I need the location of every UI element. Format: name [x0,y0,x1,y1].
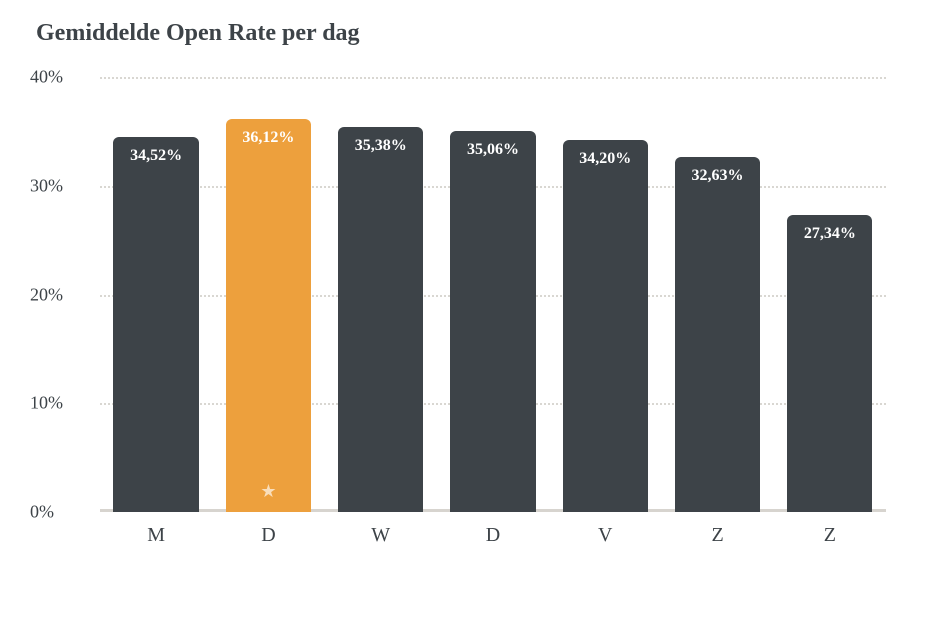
y-axis: 40% 30% 20% 10% 0% [30,77,90,512]
x-axis-label: Z [661,512,773,552]
bar-highlight: 36,12% ★ [226,119,311,512]
bar-value-label: 32,63% [692,167,744,185]
x-axis-label: Z [774,512,886,552]
bar-value-label: 34,20% [579,150,631,168]
bar-slot: 27,34% [774,77,886,512]
chart-title: Gemiddelde Open Rate per dag [36,20,896,47]
y-tick: 0% [30,502,80,523]
x-axis-label: W [325,512,437,552]
y-tick: 30% [30,175,80,196]
x-axis-label: V [549,512,661,552]
bar: 32,63% [675,157,760,512]
bar: 34,20% [563,140,648,512]
bar: 35,06% [450,131,535,512]
x-axis-label: D [212,512,324,552]
x-axis-label: D [437,512,549,552]
bar: 34,52% [113,137,198,512]
bar-value-label: 34,52% [130,147,182,165]
open-rate-chart: Gemiddelde Open Rate per dag 40% 30% 20%… [0,0,926,620]
y-tick: 20% [30,284,80,305]
bar: 35,38% [338,127,423,512]
bar-slot: 35,38% [325,77,437,512]
x-axis-label: M [100,512,212,552]
bar-slot: 34,52% [100,77,212,512]
bars-group: 34,52% 36,12% ★ 35,38% 35,06% 34,20% 32,63% 27,… [100,77,886,512]
star-icon: ★ [260,481,276,502]
bar-value-label: 36,12% [242,129,294,147]
y-tick: 40% [30,67,80,88]
y-tick: 10% [30,393,80,414]
bar-slot: 36,12% ★ [212,77,324,512]
bar-value-label: 27,34% [804,225,856,243]
bar-slot: 32,63% [661,77,773,512]
bar-slot: 34,20% [549,77,661,512]
plot-area: 40% 30% 20% 10% 0% 34,52% 36,12% ★ 35,38% 35… [30,77,896,552]
bar-value-label: 35,38% [355,137,407,155]
bar-slot: 35,06% [437,77,549,512]
x-axis: MDWDVZZ [100,512,886,552]
bar: 27,34% [787,215,872,512]
bar-value-label: 35,06% [467,141,519,159]
